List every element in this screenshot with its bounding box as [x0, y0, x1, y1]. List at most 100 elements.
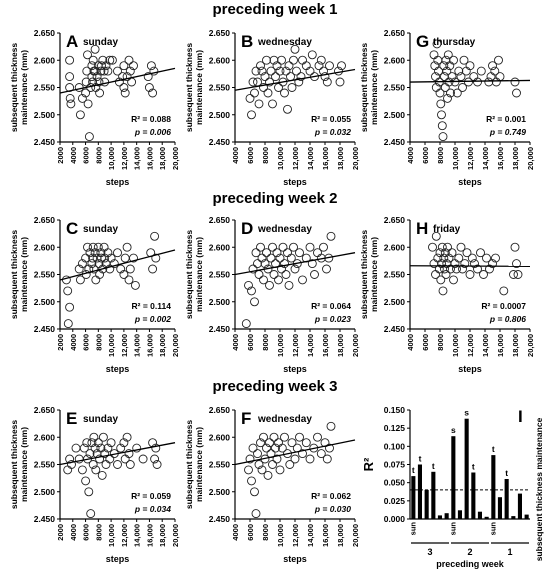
- data-point: [431, 231, 441, 241]
- x-tick-label: 16,000: [321, 334, 330, 357]
- y-tick-label: 2.550: [34, 270, 56, 280]
- data-point: [434, 264, 444, 274]
- data-point: [98, 55, 108, 65]
- data-point: [253, 259, 262, 269]
- x-axis-label: steps: [106, 554, 130, 564]
- data-point: [247, 110, 256, 120]
- data-point: [512, 88, 521, 98]
- x-tick-label: 6000: [82, 524, 91, 541]
- data-point: [259, 432, 268, 442]
- bar: [431, 471, 436, 519]
- data-point: [298, 55, 307, 65]
- data-point: [101, 460, 111, 469]
- data-point: [151, 443, 161, 453]
- data-point: [263, 470, 273, 480]
- x-tick-label: 18,000: [511, 334, 520, 357]
- y-tick-label: 2.500: [34, 297, 56, 307]
- data-point: [260, 259, 270, 269]
- data-point: [99, 66, 109, 76]
- data-point: [254, 270, 264, 279]
- data-point: [275, 66, 285, 76]
- data-point: [494, 55, 503, 65]
- data-point: [305, 454, 315, 464]
- r2-value: R² = 0.088: [131, 114, 171, 124]
- bar: [497, 497, 502, 519]
- y-axis-label: subsequent thicknessmaintenance (mm): [9, 420, 29, 510]
- data-point: [94, 77, 104, 87]
- x-tick-label: 8000: [436, 147, 445, 164]
- data-point: [63, 286, 73, 296]
- y-tick-label: 2.450: [209, 324, 231, 334]
- bar-label: t: [412, 465, 415, 475]
- data-point: [326, 421, 336, 431]
- data-point: [63, 319, 73, 329]
- x-tick-label: 4000: [69, 524, 78, 541]
- data-point: [456, 242, 466, 252]
- data-point: [482, 253, 491, 263]
- bar-label: s: [451, 425, 456, 435]
- data-point: [90, 44, 100, 54]
- data-point: [442, 66, 452, 76]
- x-tick-label: 14,000: [481, 334, 490, 357]
- bar-label: t: [432, 461, 435, 471]
- y-tick-label: 2.650: [209, 28, 231, 38]
- data-point: [66, 99, 76, 109]
- data-point: [84, 132, 94, 142]
- data-point: [248, 264, 258, 274]
- y-tick-label: 2.550: [34, 83, 56, 93]
- sun-label: sun: [408, 522, 417, 536]
- bar: [437, 515, 442, 519]
- data-point: [119, 270, 129, 279]
- bar-label: t: [419, 454, 422, 464]
- panel-day-label: friday: [433, 224, 461, 235]
- x-tick-label: 16,000: [145, 334, 154, 357]
- data-point: [287, 438, 297, 448]
- bar-label: t: [505, 468, 508, 478]
- data-point: [105, 264, 115, 274]
- y-tick-label: 2.500: [209, 297, 231, 307]
- data-point: [262, 55, 271, 65]
- data-point: [257, 66, 267, 76]
- data-point: [266, 253, 276, 263]
- data-point: [87, 259, 97, 269]
- x-tick-label: 8000: [94, 524, 103, 541]
- data-point: [268, 99, 277, 109]
- data-point: [146, 61, 156, 71]
- y-axis-label-line: subsequent thickness: [9, 420, 19, 510]
- regression-line: [234, 68, 356, 91]
- x-tick-label: 10,000: [276, 147, 285, 170]
- data-point: [510, 242, 520, 252]
- data-point: [322, 77, 332, 87]
- data-point: [257, 465, 267, 475]
- data-point: [301, 438, 311, 448]
- data-point: [87, 72, 97, 82]
- bar: [504, 479, 509, 519]
- data-point: [305, 66, 315, 76]
- x-tick-label: 2000: [56, 147, 65, 164]
- bar: [424, 489, 429, 519]
- data-point: [265, 280, 274, 290]
- y-axis-label-line: subsequent thickness: [359, 230, 369, 320]
- data-point: [484, 77, 494, 87]
- y-tick-label: 2.550: [209, 460, 231, 470]
- data-point: [268, 242, 277, 252]
- data-point: [96, 66, 106, 76]
- data-point: [435, 88, 445, 98]
- data-point: [118, 72, 128, 82]
- y-tick-label: 2.450: [384, 324, 406, 334]
- data-point: [103, 248, 113, 258]
- regression-line: [234, 252, 356, 276]
- x-tick-label: 20,000: [351, 334, 360, 357]
- bar: [457, 510, 462, 519]
- y-axis-label-line: maintenance (mm): [19, 427, 29, 502]
- x-tick-label: 18,000: [336, 147, 345, 170]
- y-tick-label: 2.500: [34, 487, 56, 497]
- data-point: [443, 50, 453, 60]
- data-point: [469, 72, 479, 82]
- data-point: [277, 55, 286, 65]
- regression-line: [234, 439, 356, 466]
- data-point: [119, 61, 129, 71]
- data-point: [83, 99, 93, 109]
- data-point: [109, 259, 119, 269]
- data-point: [298, 449, 307, 459]
